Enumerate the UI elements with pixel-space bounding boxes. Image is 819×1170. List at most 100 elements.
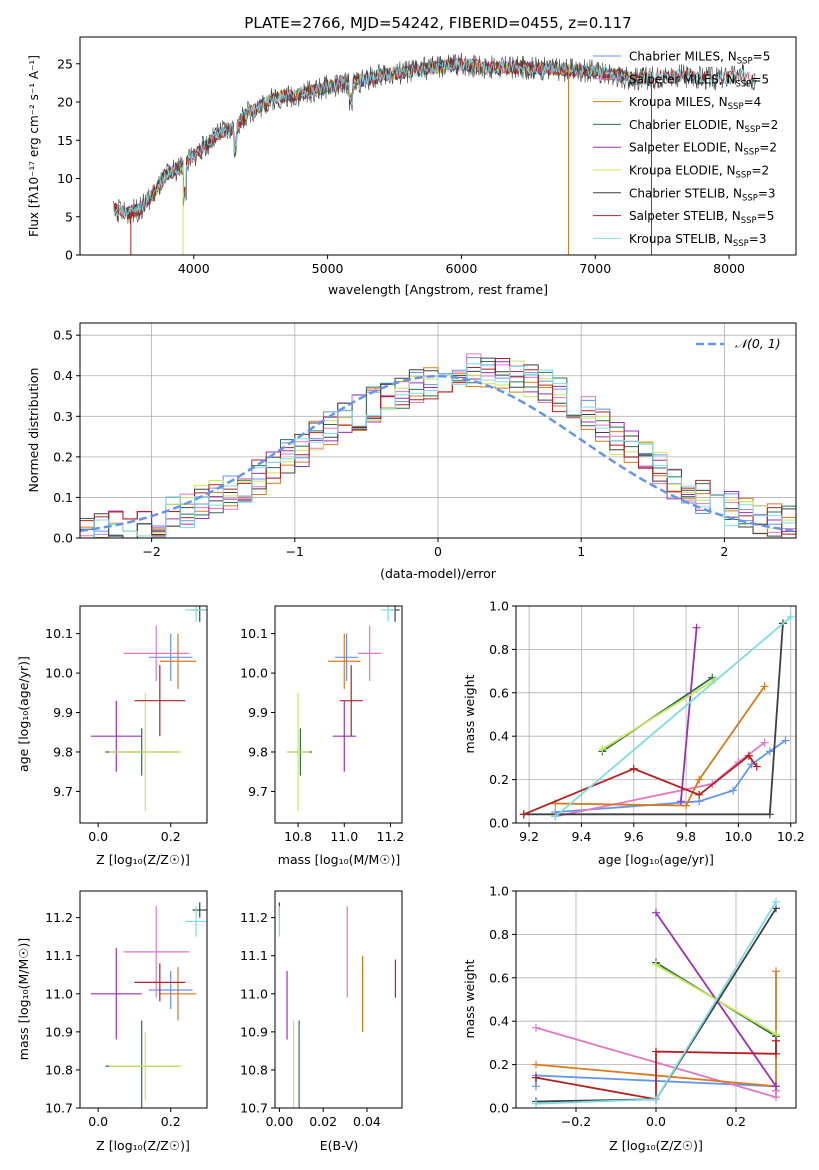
hist-xtick-label: 2 <box>720 544 728 559</box>
legend-subscript: SSP <box>743 148 759 158</box>
spectrum-xtick-label: 4000 <box>178 261 210 276</box>
spectrum-ytick-label: 25 <box>57 56 73 71</box>
legend-series-name: Salpeter ELODIE, N <box>629 141 743 155</box>
age-weight-xtick-label: 10.0 <box>725 829 753 844</box>
legend-series-name: Kroupa ELODIE, N <box>629 164 736 178</box>
legend-nssp-value: =3 <box>749 232 767 246</box>
age-weight-ytick-label: 0.0 <box>489 816 509 831</box>
legend-label: Kroupa MILES, NSSP=4 <box>629 95 761 112</box>
z-age-ytick-label: 10.0 <box>45 666 73 681</box>
age-weight-ytick-label: 0.2 <box>489 772 509 787</box>
z-age-point-salpeter-stelib <box>134 665 186 737</box>
z-weight-series-salpeter-stelib-marker <box>532 1073 540 1082</box>
hist-step-salpeter-stelib <box>80 357 796 537</box>
age-weight-series-salpeter-miles-marker <box>760 738 769 747</box>
hist-frame <box>79 322 797 539</box>
z-age-point-salpeter-elodie <box>90 700 142 772</box>
legend-series-name: Salpeter MILES, N <box>629 72 736 86</box>
z-weight-series-salpeter-miles-marker <box>532 1023 540 1032</box>
z-age-point-kroupa-stelib <box>185 606 207 622</box>
age-weight-series-salpeter-elodie <box>680 627 698 802</box>
z-mass-point-salpeter-stelib <box>134 963 186 1002</box>
age-weight-series-chabrier-miles-marker <box>765 747 774 756</box>
z-weight-series-kroupa-elodie-marker <box>652 960 660 969</box>
legend-subscript: SSP <box>736 79 752 89</box>
legend-nssp-value: =5 <box>753 50 771 64</box>
z-age-point-salpeter-miles <box>123 625 189 681</box>
spectrum-line-salpeter-miles <box>126 58 650 219</box>
ebv-mass-ytick-label: 11.0 <box>240 986 268 1001</box>
ebv-mass-xtick-label: 0.04 <box>353 1114 381 1129</box>
legend-nssp-value: =2 <box>751 164 769 178</box>
legend-series-name: Salpeter STELIB, N <box>629 209 741 223</box>
z-mass-xtick-label: 0.2 <box>161 1114 181 1129</box>
z-mass-point-salpeter-miles <box>123 906 189 998</box>
legend-series-name: Chabrier MILES, N <box>629 50 737 64</box>
z-mass-ylabel: mass [log₁₀(M/M☉)] <box>16 938 31 1060</box>
z-mass-point-salpeter-elodie <box>90 948 142 1040</box>
spectrum-xlabel: wavelength [Angstrom, rest frame] <box>328 282 548 297</box>
mass-age-point-kroupa-stelib <box>381 606 396 622</box>
age-weight-ylabel: mass weight <box>462 674 477 753</box>
z-weight-series-kroupa-stelib-marker <box>772 897 780 906</box>
hist-ytick-label: 0.4 <box>53 368 73 383</box>
age-weight-series-kroupa-miles-marker <box>760 682 769 691</box>
mass-age-ytick-label: 9.7 <box>248 784 268 799</box>
legend-nssp-value: =5 <box>757 209 775 223</box>
spectrum-line-salpeter-stelib <box>113 58 756 220</box>
age-weight-series-salpeter-stelib-marker <box>519 810 528 819</box>
age-weight-series-kroupa-miles-marker <box>695 775 704 784</box>
hist-ylabel: Normed distribution <box>26 368 41 493</box>
mass-age-xlabel: mass [log₁₀(M/M☉)] <box>278 852 400 867</box>
age-weight-series-chabrier-stelib <box>523 623 784 816</box>
legend-series-name: Kroupa MILES, N <box>629 95 728 109</box>
legend-nssp-value: =5 <box>751 72 769 86</box>
legend-series-name: Chabrier STELIB, N <box>629 186 742 200</box>
age-weight-series-salpeter-miles <box>555 741 766 818</box>
legend-nssp-value: =2 <box>761 118 779 132</box>
ebv-mass-ytick-label: 10.7 <box>240 1101 268 1116</box>
z-mass-point-chabrier-miles <box>148 970 193 1010</box>
spectrum-frame <box>79 36 797 256</box>
legend-label: Chabrier ELODIE, NSSP=2 <box>629 118 778 135</box>
age-weight-series-chabrier-miles-marker <box>781 736 790 745</box>
spectrum-ytick-label: 15 <box>57 133 73 148</box>
z-weight-series-kroupa-stelib-marker <box>652 1095 660 1104</box>
spectrum-ytick-label: 5 <box>65 209 73 224</box>
spectrum-xtick-label: 7000 <box>579 261 611 276</box>
legend-label: Salpeter ELODIE, NSSP=2 <box>629 141 777 158</box>
age-weight-series-kroupa-elodie-marker <box>598 745 607 754</box>
z-mass-point-kroupa-stelib <box>185 906 207 937</box>
spectrum-line-chabrier-miles <box>126 57 650 219</box>
z-age-frame <box>79 605 208 824</box>
z-mass-frame <box>79 890 208 1109</box>
hist-xtick-label: 0 <box>434 544 442 559</box>
z-mass-point-kroupa-miles <box>159 967 197 1021</box>
legend-nssp-value: =4 <box>744 95 762 109</box>
z-mass-ytick-label: 11.0 <box>45 986 73 1001</box>
z-weight-ytick-label: 0.8 <box>489 927 509 942</box>
z-age-xtick-label: 0.0 <box>88 829 108 844</box>
z-weight-series-salpeter-elodie-marker <box>772 1082 780 1091</box>
z-weight-frame <box>515 890 797 1109</box>
ebv-mass-ytick-label: 10.9 <box>240 1024 268 1039</box>
z-mass-ytick-label: 11.2 <box>45 910 73 925</box>
z-weight-ytick-label: 0.0 <box>489 1101 509 1116</box>
z-mass-ytick-label: 10.7 <box>45 1101 73 1116</box>
z-weight-series-salpeter-stelib-marker <box>772 1049 780 1058</box>
z-age-ytick-label: 9.7 <box>53 784 73 799</box>
ebv-mass-xtick-label: 0.00 <box>265 1114 293 1129</box>
hist-ytick-label: 0.3 <box>53 409 73 424</box>
mass-age-xtick-label: 10.8 <box>284 829 312 844</box>
hist-ytick-label: 0.2 <box>53 449 73 464</box>
legend-subscript: SSP <box>733 239 749 249</box>
hist-xlabel: (data-model)/error <box>380 566 497 581</box>
z-weight-xlabel: Z [log₁₀(Z/Z☉)] <box>609 1138 703 1153</box>
mass-age-ytick-label: 9.8 <box>248 744 268 759</box>
z-weight-series-chabrier-miles-marker <box>532 1082 540 1091</box>
ebv-mass-xtick-label: 0.02 <box>309 1114 337 1129</box>
legend-subscript: SSP <box>745 125 761 135</box>
spectrum-line-kroupa-stelib <box>113 57 756 217</box>
mass-age-point-salpeter-miles <box>358 625 382 681</box>
age-weight-series-kroupa-stelib <box>554 616 792 818</box>
